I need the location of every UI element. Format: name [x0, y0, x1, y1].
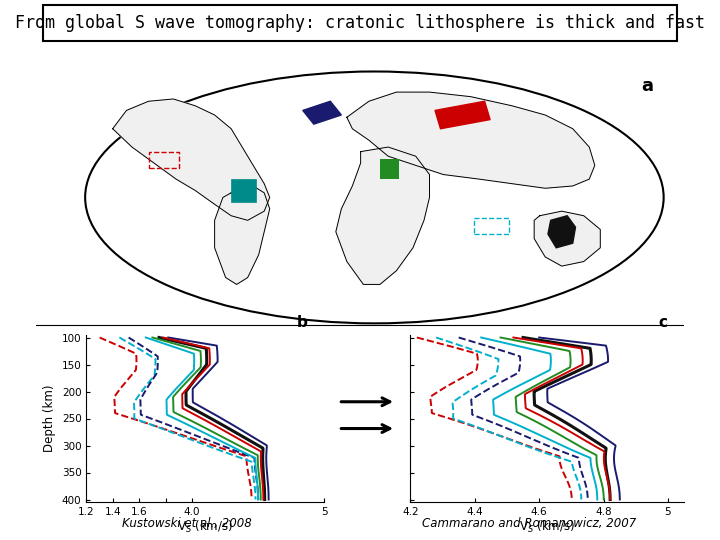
Ellipse shape — [85, 71, 664, 323]
Text: Kustowski et al., 2008: Kustowski et al., 2008 — [122, 516, 252, 530]
Polygon shape — [215, 186, 270, 285]
Text: a: a — [642, 77, 653, 95]
Bar — [148, 152, 179, 167]
Text: From global S wave tomography: cratonic lithosphere is thick and fast: From global S wave tomography: cratonic … — [15, 14, 705, 32]
Polygon shape — [113, 99, 270, 220]
Polygon shape — [435, 102, 490, 129]
Text: c: c — [658, 315, 667, 330]
Polygon shape — [548, 216, 575, 248]
Polygon shape — [303, 102, 341, 124]
Text: Cammarano and Romanowicz, 2007: Cammarano and Romanowicz, 2007 — [422, 516, 636, 530]
Bar — [474, 218, 509, 234]
Bar — [231, 179, 256, 202]
Polygon shape — [534, 211, 600, 266]
Text: b: b — [297, 315, 308, 330]
Polygon shape — [336, 147, 430, 285]
X-axis label: V$_S$ (km/s): V$_S$ (km/s) — [177, 518, 233, 535]
X-axis label: V$_S$ (km/s): V$_S$ (km/s) — [519, 518, 575, 535]
Y-axis label: Depth (km): Depth (km) — [43, 384, 56, 453]
Polygon shape — [347, 92, 595, 188]
Bar — [380, 159, 399, 179]
FancyBboxPatch shape — [43, 5, 677, 40]
